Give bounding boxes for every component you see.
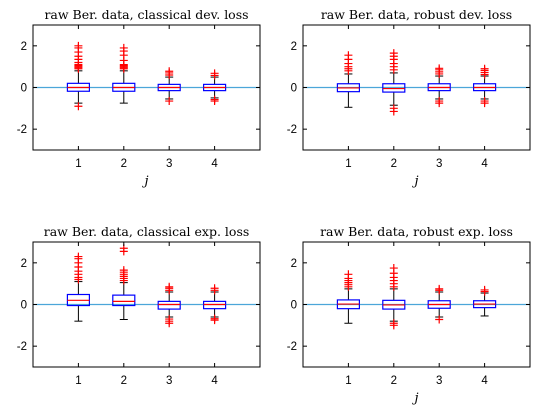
box-iqr <box>382 83 406 93</box>
x-tick-label: 3 <box>166 375 172 387</box>
subplot-title: raw Ber. data, classical dev. loss <box>44 7 248 22</box>
outlier-marker <box>210 314 219 323</box>
x-tick-label: 2 <box>121 158 127 170</box>
subplot-title: raw Ber. data, robust dev. loss <box>321 7 512 22</box>
y-tick-label: -2 <box>17 341 27 353</box>
y-tick-label: 2 <box>291 41 297 53</box>
y-tick-label: -2 <box>287 124 297 136</box>
outlier-marker <box>165 282 174 291</box>
outlier-marker <box>344 270 353 279</box>
box-3 <box>427 284 451 324</box>
outlier-marker <box>165 67 174 76</box>
y-tick-label: 0 <box>291 300 297 312</box>
x-axis-label: j <box>141 174 148 189</box>
x-tick-label: 1 <box>345 375 351 387</box>
x-tick-label: 2 <box>121 375 127 387</box>
outlier-marker <box>210 95 219 104</box>
outlier-marker <box>119 266 128 275</box>
box-iqr <box>157 300 181 310</box>
x-tick-label: 4 <box>211 158 218 170</box>
x-tick-label: 3 <box>436 158 442 170</box>
box-1 <box>336 270 360 324</box>
box-3 <box>427 64 451 108</box>
outlier-marker <box>389 49 398 58</box>
x-tick-label: 3 <box>436 375 442 387</box>
outlier-marker <box>210 284 219 293</box>
outlier-marker <box>210 69 219 78</box>
box-1 <box>336 51 360 108</box>
box-4 <box>473 285 497 317</box>
box-4 <box>203 284 227 325</box>
y-tick-label: 2 <box>21 258 27 270</box>
subplot-3: raw Ber. data, classical exp. loss -2 0 2 1 2… <box>17 224 261 387</box>
outlier-marker <box>165 315 174 324</box>
x-axis-label: j <box>411 174 418 189</box>
y-tick-label: 0 <box>291 83 297 95</box>
outlier-marker <box>480 64 489 73</box>
x-tick-label: 1 <box>345 158 351 170</box>
box-2 <box>112 244 136 320</box>
box-2 <box>112 43 136 104</box>
subplot-1: raw Ber. data, classical dev. loss -2 0 2 1 2… <box>17 7 261 189</box>
outlier-marker <box>74 41 83 50</box>
x-tick-label: 3 <box>166 158 172 170</box>
y-tick-label: 0 <box>21 300 27 312</box>
outlier-marker <box>74 102 83 111</box>
subplot-title: raw Ber. data, robust exp. loss <box>320 224 513 239</box>
x-tick-label: 2 <box>391 158 397 170</box>
box-4 <box>203 69 227 106</box>
x-tick-label: 1 <box>75 158 81 170</box>
box-iqr <box>112 294 136 307</box>
y-tick-label: 2 <box>21 41 27 53</box>
box-4 <box>473 64 497 108</box>
outlier-marker <box>389 104 398 113</box>
y-tick-label: -2 <box>287 341 297 353</box>
x-tick-label: 4 <box>481 375 488 387</box>
box-3 <box>157 67 181 106</box>
outlier-marker <box>165 97 174 106</box>
subplot-title: raw Ber. data, classical exp. loss <box>44 224 250 239</box>
outlier-marker <box>435 315 444 324</box>
outlier-marker <box>119 43 128 52</box>
x-tick-label: 4 <box>481 158 488 170</box>
box-1 <box>66 41 91 111</box>
outlier-marker <box>435 284 444 293</box>
outlier-marker <box>435 97 444 106</box>
outlier-marker <box>344 51 353 60</box>
outlier-marker <box>74 252 83 261</box>
x-axis-label: j <box>411 391 418 406</box>
y-tick-label: -2 <box>17 124 27 136</box>
outlier-marker <box>480 285 489 294</box>
outlier-marker <box>435 64 444 73</box>
outlier-marker <box>389 264 398 273</box>
box-3 <box>157 282 181 328</box>
box-1 <box>66 252 91 322</box>
x-tick-label: 1 <box>75 375 81 387</box>
box-2 <box>382 264 406 330</box>
subplot-2: raw Ber. data, robust dev. loss -2 0 2 1 2 3 4 j <box>287 7 531 189</box>
outlier-marker <box>480 97 489 106</box>
x-tick-label: 2 <box>391 375 397 387</box>
x-tick-label: 4 <box>211 375 218 387</box>
y-tick-label: 0 <box>21 83 27 95</box>
y-tick-label: 2 <box>291 258 297 270</box>
subplot-4: raw Ber. data, robust exp. loss -2 0 2 1 2 3 4 j <box>287 224 531 406</box>
box-2 <box>382 49 406 116</box>
outlier-marker <box>389 319 398 328</box>
